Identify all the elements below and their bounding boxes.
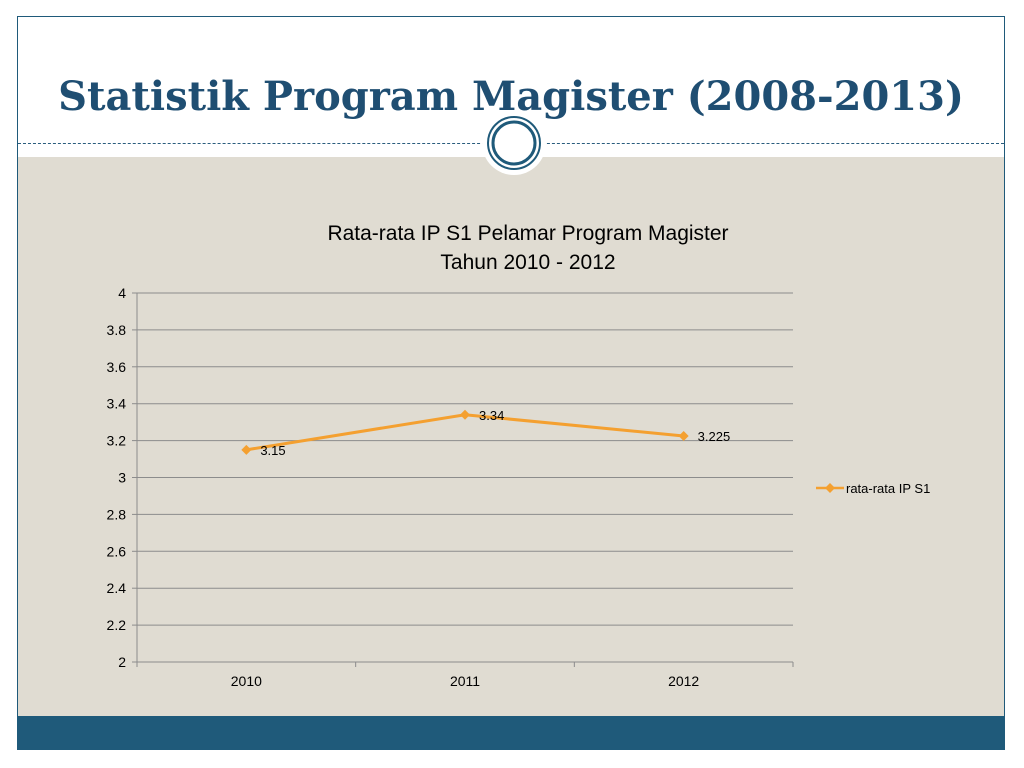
series-line [246,413,684,452]
legend-diamond-marker [825,483,835,493]
y-tick-label: 4 [118,285,126,301]
legend-label: rata-rata IP S1 [846,481,930,496]
series-rata-rata-ip-s1: 3.15 3.34 3.225 [241,408,730,458]
y-tick-label: 3.6 [107,359,127,375]
data-label: 3.15 [260,443,285,458]
y-tick-label: 3.8 [107,322,127,338]
gridlines [137,292,793,626]
y-tick-label: 2.8 [107,506,127,522]
x-tick-label: 2010 [231,673,262,689]
x-tick-label: 2012 [668,673,699,689]
data-point-marker [460,409,470,420]
y-tick-label: 2.2 [107,617,127,633]
data-point-marker [241,444,252,455]
footer-bar [18,716,1004,749]
y-tick-labels: 2 2.2 2.4 2.6 2.8 3 3.2 3.4 3.6 3.8 4 [107,285,127,670]
content-area [18,157,1004,716]
x-tick-label: 2011 [450,673,480,689]
y-tick-label: 3 [118,470,126,486]
y-tick-label: 2.6 [107,543,127,559]
data-label: 3.34 [479,408,504,423]
y-tick-label: 2 [118,654,126,670]
y-tick-label: 3.4 [107,396,127,412]
chart-title-line-2: Tahun 2010 - 2012 [440,251,615,274]
legend: rata-rata IP S1 [816,481,930,496]
circle-ornament-icon [482,111,546,175]
chart-title-line-1: Rata-rata IP S1 Pelamar Program Magister [327,222,728,245]
slide-frame: Statistik Program Magister (2008-2013) [17,16,1005,750]
data-label: 3.225 [698,429,731,444]
y-tick-label: 2.4 [107,580,127,596]
data-point-marker [678,430,689,441]
y-tick-label: 3.2 [107,433,127,449]
x-tick-labels: 2010 2011 2012 [231,673,700,689]
axes [132,292,794,667]
